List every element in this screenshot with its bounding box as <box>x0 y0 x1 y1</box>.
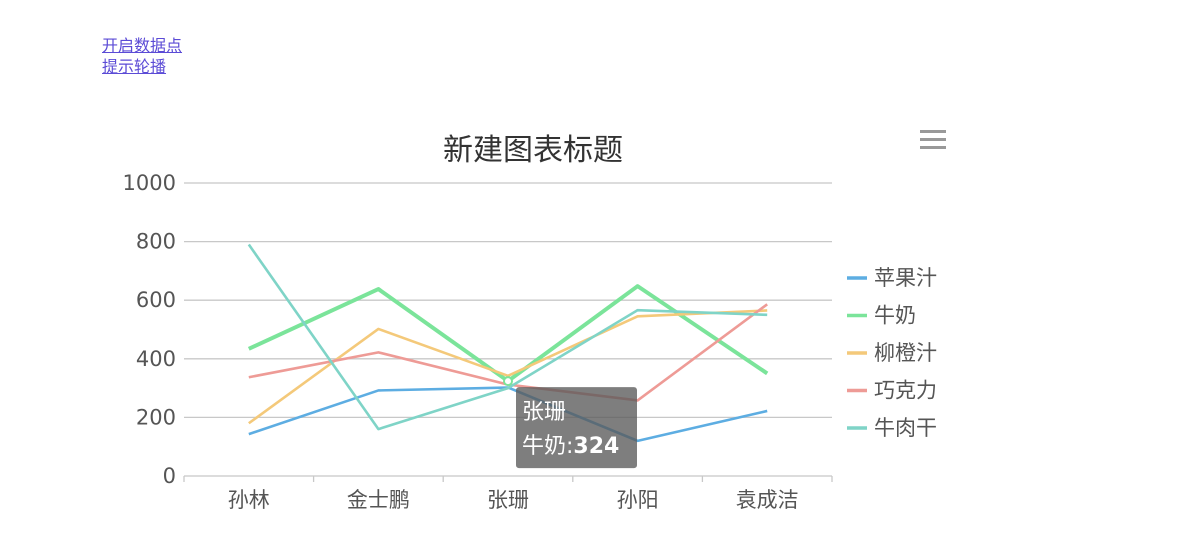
x-tick-label: 金士鹏 <box>347 488 410 512</box>
x-tick-label: 孙阳 <box>617 488 659 512</box>
chart-title: 新建图表标题 <box>443 133 623 168</box>
highlight-point <box>503 376 513 387</box>
y-tick-label: 800 <box>136 230 176 254</box>
toggle-datapoints-link[interactable]: 开启数据点 <box>102 36 183 55</box>
link-group: 开启数据点 提示轮播 <box>102 35 182 77</box>
y-tick-label: 400 <box>136 347 176 371</box>
y-tick-label: 1000 <box>123 171 176 195</box>
tooltip-series-label: 牛奶: <box>522 434 573 459</box>
legend-label[interactable]: 柳橙汁 <box>874 341 937 365</box>
tooltip-box <box>516 387 637 469</box>
chart-container: 新建图表标题 0 200 400 600 800 1000 孙林 金士鹏 张珊 孙阳 袁成洁 苹果汁… <box>100 118 980 528</box>
legend-label[interactable]: 巧克力 <box>874 379 937 403</box>
y-tick-label: 0 <box>163 464 176 488</box>
y-tick-label: 600 <box>136 288 176 312</box>
tooltip-carousel-link[interactable]: 提示轮播 <box>102 57 167 76</box>
x-tick-label: 袁成洁 <box>736 488 799 512</box>
legend-label[interactable]: 牛肉干 <box>874 416 937 440</box>
menu-icon[interactable] <box>920 130 946 149</box>
legend-label[interactable]: 牛奶 <box>874 304 916 328</box>
tooltip-value: 牛奶:324 <box>522 434 619 459</box>
x-tick-label: 孙林 <box>228 488 270 512</box>
series-line[interactable] <box>248 309 768 425</box>
series-line[interactable] <box>248 386 768 443</box>
y-tick-label: 200 <box>136 405 176 429</box>
tooltip-number: 324 <box>573 434 619 459</box>
tooltip-category: 张珊 <box>522 400 566 425</box>
x-tick-label: 张珊 <box>487 488 529 512</box>
legend-label[interactable]: 苹果汁 <box>874 266 937 290</box>
series-line[interactable] <box>247 243 768 431</box>
